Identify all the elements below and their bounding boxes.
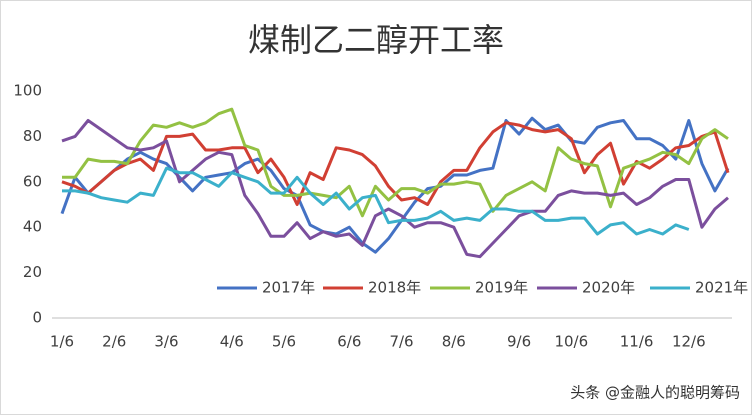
legend-label: 2020年 — [582, 279, 635, 297]
x-tick-label: 4/6 — [220, 333, 244, 351]
legend-label: 2019年 — [475, 279, 528, 297]
x-tick-label: 7/6 — [389, 333, 413, 351]
x-tick-label: 5/6 — [272, 333, 296, 351]
x-tick-label: 1/6 — [50, 333, 74, 351]
series-line — [61, 119, 729, 259]
x-tick-label: 9/6 — [507, 333, 531, 351]
x-tick-label: 10/6 — [554, 333, 588, 351]
y-tick-label: 60 — [23, 172, 42, 190]
series-line — [62, 166, 690, 236]
y-tick-label: 100 — [13, 82, 42, 100]
x-tick-label: 6/6 — [337, 333, 361, 351]
x-tick-label: 2/6 — [102, 333, 126, 351]
legend-label: 2018年 — [368, 279, 421, 297]
y-tick-label: 0 — [32, 309, 42, 327]
x-tick-label: 11/6 — [620, 333, 654, 351]
legend-label: 2021年 — [695, 279, 748, 297]
y-tick-label: 20 — [23, 263, 42, 281]
watermark: 头条 @金融人的聪明筹码 — [570, 384, 740, 402]
series-line — [62, 107, 729, 218]
chart-title: 煤制乙二醇开工率 — [248, 21, 504, 59]
y-tick-label: 80 — [23, 127, 42, 145]
y-tick-label: 40 — [23, 218, 42, 236]
x-tick-label: 8/6 — [442, 333, 466, 351]
x-tick-label: 12/6 — [672, 333, 706, 351]
legend-label: 2017年 — [262, 279, 315, 297]
x-tick-label: 3/6 — [154, 333, 178, 351]
